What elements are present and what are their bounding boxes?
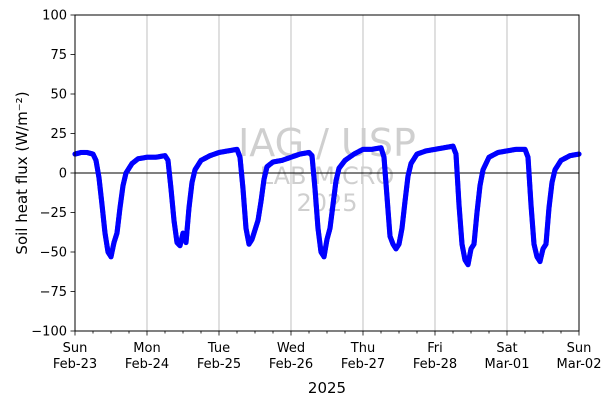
watermark-line-2: LAB MICRO [260, 162, 395, 190]
x-tick-label-date: Feb-23 [53, 357, 97, 372]
x-tick-label-date: Feb-27 [341, 357, 385, 372]
x-tick-label-day: Thu [350, 341, 375, 356]
y-axis-title: Soil heat flux (W/m⁻²) [13, 91, 31, 254]
x-tick-label-date: Feb-26 [269, 357, 313, 372]
x-tick-label-day: Tue [207, 341, 230, 356]
y-axis: 100 75 50 25 0 −25 −50 −75 −100 [31, 9, 75, 340]
watermark-line-1: IAG / USP [238, 121, 416, 165]
x-axis-title: 2025 [308, 379, 346, 397]
x-tick-label-date: Mar-01 [485, 357, 530, 372]
watermark-line-3: 2025 [296, 189, 357, 217]
x-tick-label-day: Sat [496, 341, 517, 356]
x-tick-label-date: Feb-24 [125, 357, 169, 372]
y-tick-label: 0 [59, 167, 67, 182]
x-axis: SunFeb-23MonFeb-24TueFeb-25WedFeb-26ThuF… [53, 331, 602, 372]
x-tick-label-day: Fri [427, 341, 443, 356]
y-tick-label: −100 [31, 325, 67, 340]
y-tick-label: −75 [40, 285, 67, 300]
series-heat-flux [72, 143, 582, 268]
y-tick-label: 50 [50, 88, 67, 103]
x-tick-label-day: Sun [567, 341, 592, 356]
x-tick-label-day: Sun [63, 341, 88, 356]
x-tick-label-day: Wed [277, 341, 305, 356]
y-tick-label: −25 [40, 206, 67, 221]
x-tick-label-date: Feb-28 [413, 357, 457, 372]
x-tick-label-date: Mar-02 [557, 357, 602, 372]
x-tick-label-date: Feb-25 [197, 357, 241, 372]
y-tick-label: 100 [42, 9, 67, 24]
y-tick-label: 25 [50, 127, 67, 142]
y-tick-label: −50 [40, 246, 67, 261]
x-tick-label-day: Mon [133, 341, 160, 356]
y-tick-label: 75 [50, 48, 67, 63]
